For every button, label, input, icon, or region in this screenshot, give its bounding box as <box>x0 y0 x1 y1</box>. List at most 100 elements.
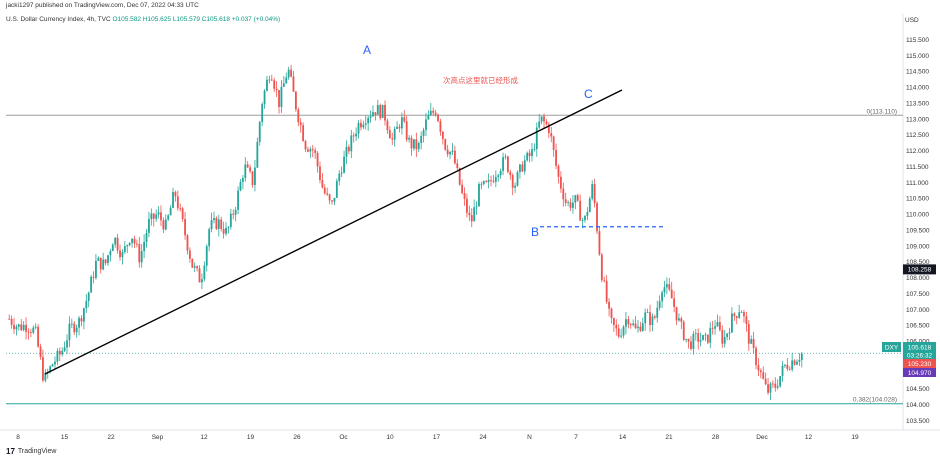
candle-body <box>319 166 321 180</box>
candle-body <box>70 323 73 325</box>
candle-body <box>711 327 714 329</box>
y-tick-label: 108.000 <box>906 275 930 282</box>
candle-body <box>494 176 497 182</box>
y-tick-label: 109.500 <box>906 227 930 234</box>
candle-body <box>374 112 377 115</box>
candle-body <box>608 301 610 309</box>
y-tick-label: 112.000 <box>906 148 929 155</box>
candle-body <box>63 347 66 351</box>
candle-body <box>427 114 430 120</box>
candle-body <box>461 184 464 194</box>
candle-body <box>598 231 601 255</box>
symbol-name: U.S. Dollar Currency Index, 4h, TVC <box>6 16 111 23</box>
candle-body <box>275 88 278 91</box>
candle-body <box>331 200 333 202</box>
candle-body <box>58 350 61 355</box>
candle-body <box>285 77 288 84</box>
candle-body <box>610 308 613 318</box>
candle-body <box>10 318 13 325</box>
y-tick-label: 115.500 <box>906 37 929 44</box>
x-tick-label: 22 <box>107 434 115 441</box>
candle-body <box>634 323 637 329</box>
candle-body <box>97 257 100 261</box>
candle-body <box>458 168 461 185</box>
candle-body <box>550 133 553 137</box>
candle-body <box>752 339 755 348</box>
candle-body <box>439 121 442 132</box>
candle-body <box>622 326 625 336</box>
candle-body <box>745 316 748 325</box>
candle-body <box>379 105 382 119</box>
candle-body <box>405 121 408 140</box>
currency-label: USD <box>905 17 919 24</box>
candle-body <box>682 321 685 340</box>
x-tick-label: 14 <box>619 434 627 441</box>
candle-body <box>661 292 663 302</box>
candle-body <box>87 292 90 302</box>
candle-body <box>290 69 292 77</box>
time-axis[interactable]: 8 15 22 Sep 12 19 26 Oc 10 17 24 N 7 14 21 28 Dec 12 19 <box>16 434 859 441</box>
x-tick-label: 12 <box>200 434 208 441</box>
candle-body <box>555 149 557 166</box>
candle-body <box>181 208 184 220</box>
candle-body <box>564 199 567 203</box>
candle-body <box>485 181 488 182</box>
candle-body <box>581 220 584 222</box>
candle-body <box>735 316 738 318</box>
candle-body <box>547 124 550 134</box>
candle-body <box>612 317 615 325</box>
candle-body <box>764 378 767 385</box>
candle-body <box>232 213 235 215</box>
candle-body <box>201 279 203 283</box>
svg-text:03:26:32: 03:26:32 <box>907 353 933 360</box>
candle-body <box>759 370 762 373</box>
candle-body <box>521 164 524 172</box>
price-tag-current: 105.618 03:26:32 <box>903 342 936 360</box>
candlestick-series <box>8 64 803 401</box>
y-tick-label: 115.000 <box>906 53 929 60</box>
publisher-line: jacki1297 published on TradingView.com, … <box>6 2 199 9</box>
candle-body <box>456 163 459 169</box>
candle-body <box>188 250 191 259</box>
candle-body <box>620 335 623 337</box>
candle-body <box>649 312 651 326</box>
candle-body <box>121 251 124 258</box>
candle-body <box>78 318 80 328</box>
candle-body <box>162 220 165 230</box>
candle-body <box>29 331 32 333</box>
candle-body <box>145 232 148 243</box>
candle-body <box>340 172 343 174</box>
y-tick-label: 114.000 <box>906 85 929 92</box>
x-tick-label: 7 <box>574 434 578 441</box>
candle-body <box>239 181 242 191</box>
candle-body <box>663 287 666 293</box>
candle-body <box>680 318 683 322</box>
candle-body <box>709 327 712 343</box>
candle-body <box>463 193 466 199</box>
candle-body <box>480 183 483 185</box>
candle-body <box>386 120 389 131</box>
candle-body <box>241 178 244 182</box>
candle-body <box>119 250 121 258</box>
candle-body <box>321 179 324 188</box>
candle-body <box>229 213 232 228</box>
footer-brand[interactable]: 17 TradingView <box>6 447 56 456</box>
candle-body <box>523 160 526 172</box>
candle-body <box>706 334 709 343</box>
candle-body <box>543 116 545 122</box>
candle-body <box>786 364 789 369</box>
candle-body <box>586 211 589 216</box>
candle-body <box>345 146 348 157</box>
candle-body <box>294 91 297 110</box>
candle-body <box>316 152 319 167</box>
candle-body <box>731 313 733 333</box>
candle-body <box>646 312 649 313</box>
candle-body <box>699 340 702 342</box>
trendline[interactable] <box>44 89 623 375</box>
y-tick-label: 109.000 <box>906 243 930 250</box>
candle-body <box>215 217 218 229</box>
x-tick-label: 19 <box>851 434 859 441</box>
candle-body <box>617 328 620 337</box>
candle-body <box>355 133 358 137</box>
